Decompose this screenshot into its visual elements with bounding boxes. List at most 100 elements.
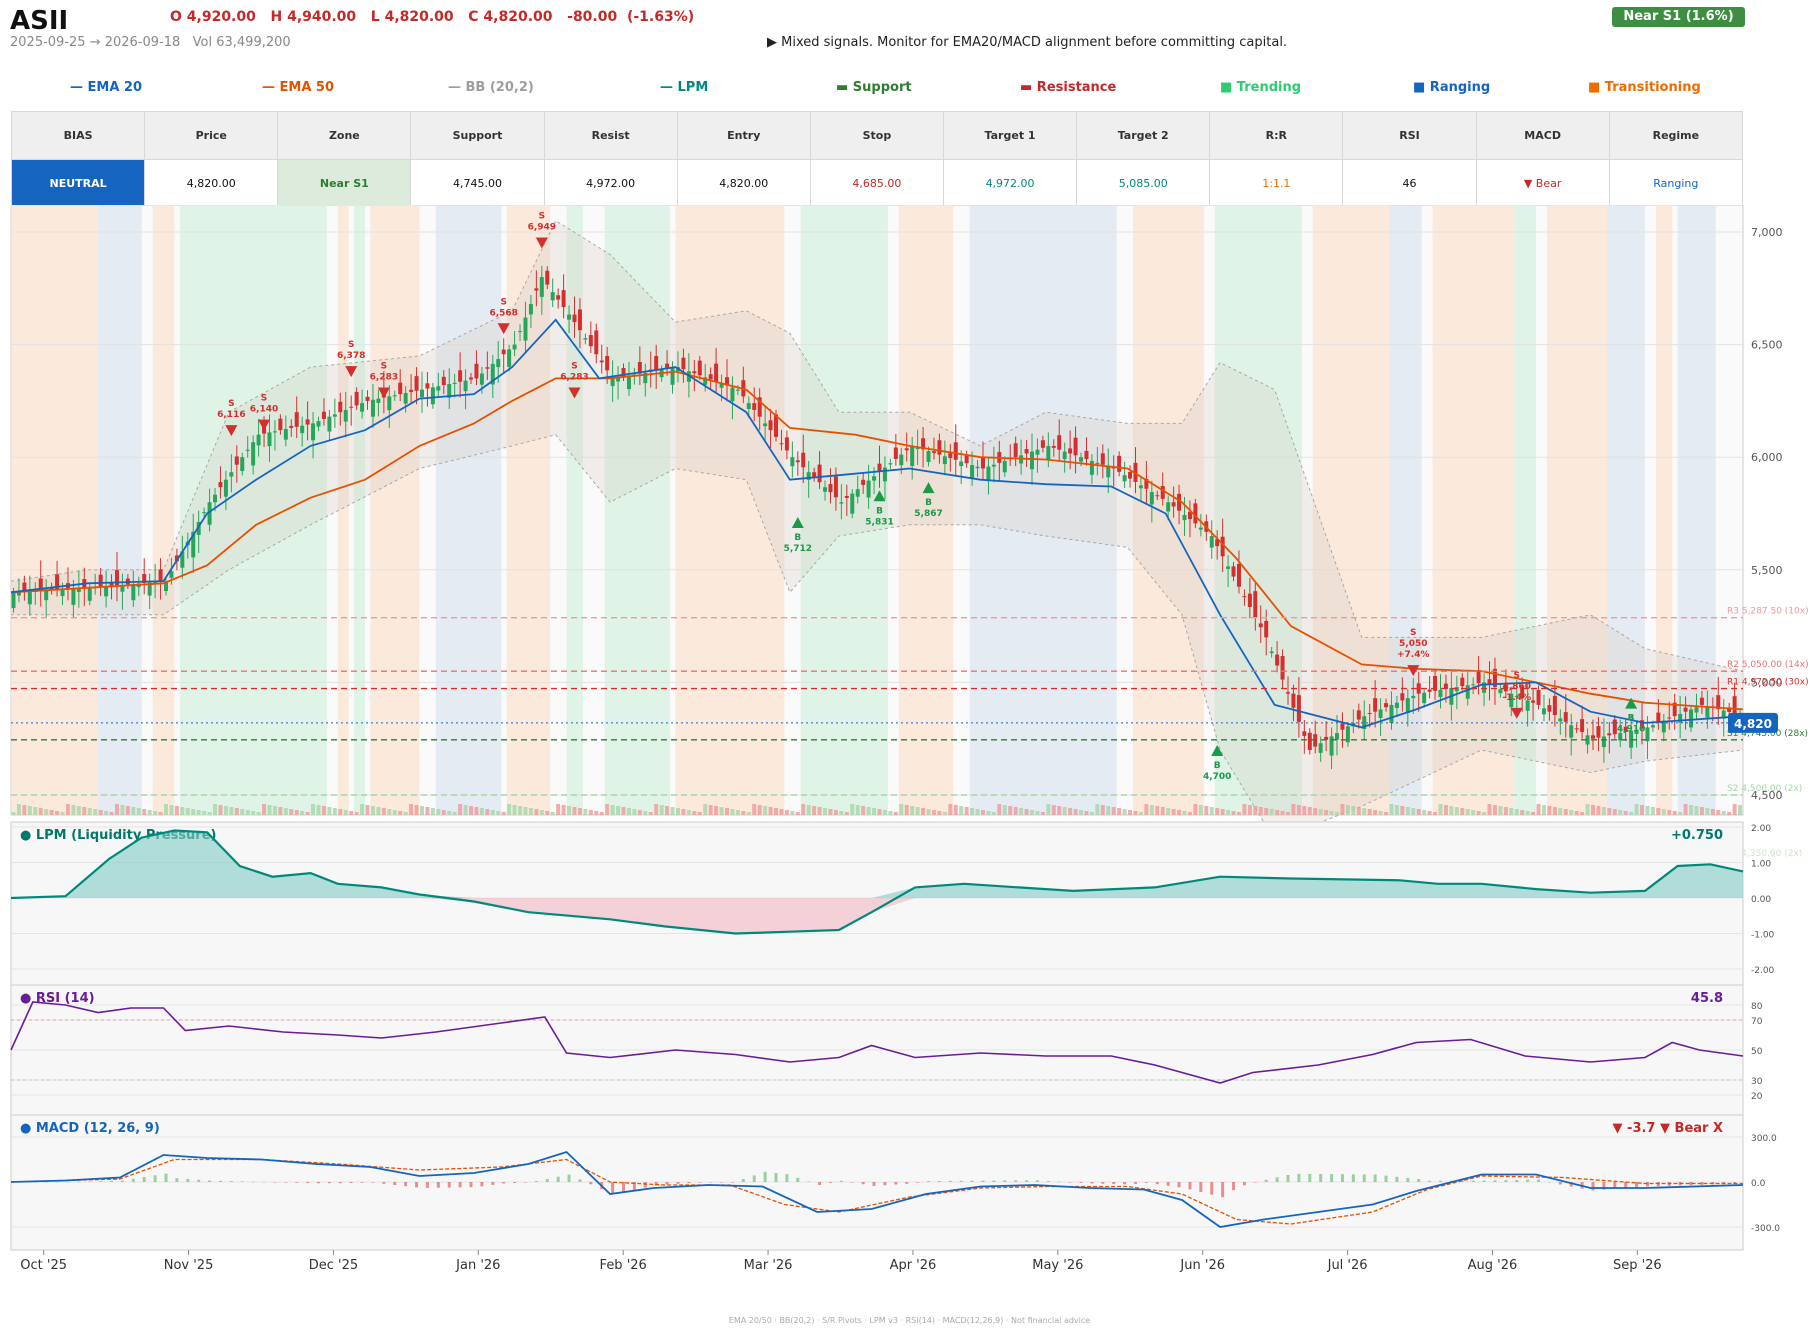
candle-body bbox=[757, 397, 762, 417]
volume-bar bbox=[185, 808, 190, 815]
candle-body bbox=[637, 362, 642, 374]
candle-body bbox=[71, 588, 76, 605]
volume-bar bbox=[915, 807, 920, 815]
month-tick-label: Apr '26 bbox=[890, 1258, 937, 1273]
volume-bar bbox=[1629, 812, 1634, 815]
candle-body bbox=[599, 360, 604, 363]
volume-bar bbox=[174, 806, 179, 815]
candle-body bbox=[605, 355, 610, 371]
volume-bar bbox=[839, 811, 844, 815]
candle-body bbox=[164, 581, 169, 592]
candle-body bbox=[409, 389, 414, 392]
volume-bar bbox=[1291, 804, 1296, 815]
stats-value-cell: 4,820.00 bbox=[676, 159, 811, 208]
volume-bar bbox=[414, 805, 419, 815]
candle-body bbox=[1182, 514, 1187, 521]
sr-level-label: S2 4,500.00 (2x) bbox=[1727, 784, 1802, 794]
candle-body bbox=[338, 401, 343, 413]
price-tick-label: 6,500 bbox=[1751, 339, 1783, 352]
macd-histogram-bar bbox=[88, 1181, 92, 1182]
volume-bar bbox=[180, 807, 185, 815]
volume-bar bbox=[1318, 809, 1323, 815]
signal-type-label: S bbox=[348, 340, 354, 350]
legend-item: — BB (20,2) bbox=[448, 80, 534, 95]
candle-body bbox=[1689, 709, 1694, 728]
volume-bar bbox=[926, 809, 931, 815]
volume-bar bbox=[561, 805, 566, 815]
candle-body bbox=[463, 380, 468, 392]
candle-body bbox=[1438, 689, 1443, 698]
signal-price-label: 5,712 bbox=[784, 544, 812, 554]
regime-band bbox=[354, 205, 366, 815]
volume-bar bbox=[1335, 812, 1340, 815]
macd-histogram-bar bbox=[513, 1182, 517, 1183]
candle-body bbox=[44, 590, 49, 601]
price-tick-label: 5,000 bbox=[1751, 676, 1783, 689]
macd-histogram-bar bbox=[1079, 1182, 1083, 1183]
macd-histogram-bar bbox=[197, 1179, 201, 1182]
candle-body bbox=[1215, 539, 1220, 547]
volume-bar bbox=[1242, 804, 1247, 815]
macd-histogram-bar bbox=[1057, 1181, 1061, 1183]
candle-body bbox=[1427, 689, 1432, 692]
volume-bar bbox=[1509, 808, 1514, 815]
candle-body bbox=[256, 434, 261, 446]
volume-bar bbox=[27, 806, 32, 815]
volume-bar bbox=[202, 811, 207, 815]
volume-bar bbox=[1302, 806, 1307, 815]
macd-histogram-bar bbox=[1144, 1182, 1148, 1183]
candle-body bbox=[158, 569, 163, 582]
macd-histogram-bar bbox=[752, 1175, 756, 1182]
candle-body bbox=[452, 382, 457, 385]
candle-body bbox=[1062, 451, 1067, 460]
volume-bar bbox=[332, 808, 337, 815]
volume-bar bbox=[1258, 807, 1263, 815]
candle-body bbox=[616, 377, 621, 382]
stats-header-cell: Support bbox=[410, 111, 545, 160]
volume-bar bbox=[1465, 809, 1470, 815]
stats-value-cell: 4,745.00 bbox=[410, 159, 545, 208]
candle-body bbox=[147, 582, 152, 596]
macd-histogram-bar bbox=[741, 1179, 745, 1182]
volume-bar bbox=[109, 812, 114, 815]
candle-body bbox=[1275, 654, 1280, 666]
volume-bar bbox=[730, 809, 735, 815]
candle-body bbox=[1721, 710, 1726, 719]
macd-histogram-bar bbox=[981, 1180, 985, 1182]
candle-body bbox=[376, 398, 381, 403]
volume-bar bbox=[790, 811, 795, 815]
macd-histogram-bar bbox=[720, 1182, 724, 1183]
candle-body bbox=[1324, 736, 1329, 740]
candle-body bbox=[1541, 708, 1546, 715]
macd-signal-line bbox=[10, 1158, 1743, 1225]
macd-histogram-bar bbox=[1428, 1180, 1432, 1182]
macd-histogram-bar bbox=[1373, 1174, 1377, 1182]
volume-bar bbox=[1384, 812, 1389, 815]
candle-body bbox=[910, 445, 915, 467]
volume-bar bbox=[321, 806, 326, 815]
candle-body bbox=[60, 589, 65, 597]
stats-value-cell: NEUTRAL bbox=[10, 159, 146, 208]
volume-bar bbox=[142, 809, 147, 815]
candle-body bbox=[861, 479, 866, 485]
candle-body bbox=[893, 447, 898, 459]
candle-body bbox=[806, 472, 811, 480]
macd-histogram-bar bbox=[1395, 1176, 1399, 1182]
volume-bar bbox=[1694, 806, 1699, 815]
volume-bar bbox=[970, 808, 975, 815]
lpm-tick-label: -2.00 bbox=[1751, 966, 1775, 976]
volume-bar bbox=[1661, 809, 1666, 815]
volume-bar bbox=[1727, 812, 1732, 815]
volume-bar bbox=[1313, 808, 1318, 815]
candle-body bbox=[1226, 566, 1231, 569]
volume-bar bbox=[272, 806, 277, 815]
candle-body bbox=[556, 295, 561, 300]
candle-body bbox=[1193, 503, 1198, 524]
volume-bar bbox=[1035, 811, 1040, 815]
volume-bar bbox=[463, 805, 468, 815]
volume-bar bbox=[708, 805, 713, 815]
signal-type-label: S bbox=[261, 394, 267, 404]
candle-body bbox=[1585, 735, 1590, 745]
volume-bar bbox=[763, 806, 768, 815]
signal-price-label: 4,910 bbox=[1617, 725, 1645, 735]
